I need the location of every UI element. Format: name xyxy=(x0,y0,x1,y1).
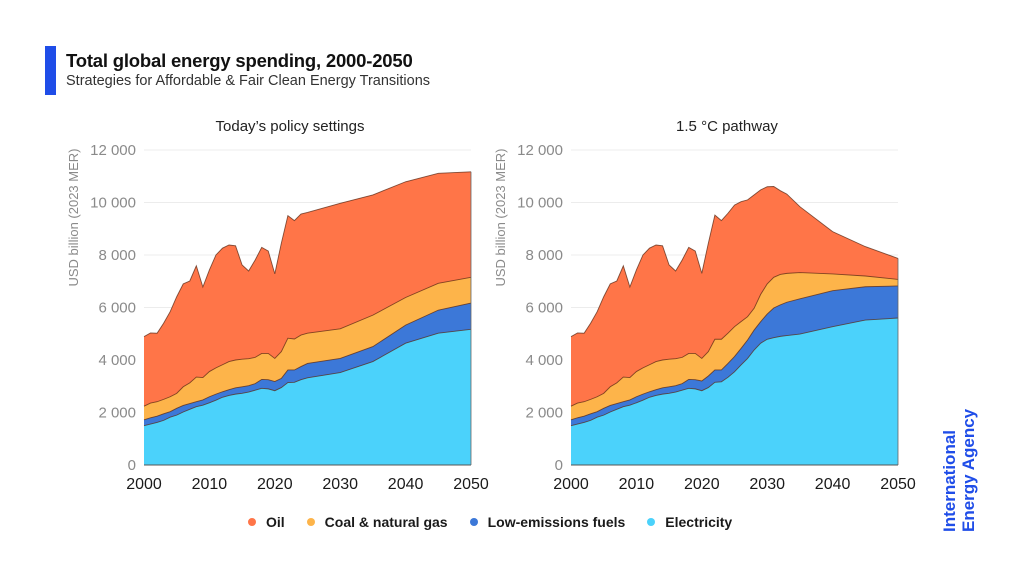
y-tick-label: 0 xyxy=(128,457,136,474)
legend: Oil Coal & natural gas Low-emissions fue… xyxy=(248,514,754,530)
y-tick-label: 6 000 xyxy=(98,300,136,317)
legend-swatch-coal-gas xyxy=(306,518,315,526)
y-tick-label: 0 xyxy=(555,457,563,474)
chart-title: Total global energy spending, 2000-2050 xyxy=(66,50,413,71)
x-tick-label: 2010 xyxy=(619,476,655,493)
y-tick-label: 2 000 xyxy=(525,405,563,422)
boundary-line-coal-natural-gas xyxy=(143,276,472,407)
x-tick-label: 2050 xyxy=(880,476,916,493)
area-electricity xyxy=(144,329,471,465)
boundary-line-oil xyxy=(143,171,472,338)
legend-swatch-electricity xyxy=(647,518,656,526)
boundary-line-electricity xyxy=(570,317,899,427)
y-tick-label: 10 000 xyxy=(517,195,563,212)
iea-logo: International Energy Agency xyxy=(940,392,984,532)
x-tick-label: 2030 xyxy=(749,476,785,493)
x-tick-label: 2010 xyxy=(192,476,228,493)
chart-subtitle: Strategies for Affordable & Fair Clean E… xyxy=(66,73,431,89)
legend-label: Oil xyxy=(266,514,285,530)
legend-label: Coal & natural gas xyxy=(324,514,448,530)
area-electricity xyxy=(571,318,898,465)
panel-title: 1.5 °C pathway xyxy=(676,118,778,135)
legend-label: Low-emissions fuels xyxy=(487,514,626,530)
legend-label: Electricity xyxy=(665,514,733,530)
y-axis-label: USD billion (2023 MER) xyxy=(493,149,508,287)
legend-item-oil: Oil xyxy=(248,514,285,530)
y-tick-label: 12 000 xyxy=(90,142,136,159)
x-tick-label: 2020 xyxy=(684,476,720,493)
x-tick-label: 2050 xyxy=(453,476,489,493)
y-tick-label: 8 000 xyxy=(525,247,563,264)
boundary-line-coal-natural-gas xyxy=(570,272,899,407)
x-tick-label: 2000 xyxy=(126,476,162,493)
y-tick-label: 10 000 xyxy=(90,195,136,212)
boundary-line-electricity xyxy=(143,328,472,427)
boundary-line-low-emissions-fuels xyxy=(143,302,472,421)
title-accent-bar xyxy=(45,46,56,95)
x-tick-label: 2030 xyxy=(322,476,358,493)
logo-line-1: International xyxy=(940,429,959,532)
legend-swatch-oil xyxy=(248,518,256,526)
panel-title: Today’s policy settings xyxy=(216,118,365,135)
y-axis-label: USD billion (2023 MER) xyxy=(66,149,81,287)
x-tick-label: 2020 xyxy=(257,476,293,493)
x-tick-label: 2000 xyxy=(553,476,589,493)
chart-panel-todays-policy: 0 2 000 4 000 6 000 8 000 10 000 12 000 2000 201… xyxy=(66,118,489,493)
legend-swatch-low-emissions xyxy=(469,518,478,526)
x-tick-label: 2040 xyxy=(388,476,424,493)
y-tick-label: 4 000 xyxy=(98,352,136,369)
y-tick-label: 8 000 xyxy=(98,247,136,264)
legend-item-low-emissions: Low-emissions fuels xyxy=(469,514,626,530)
boundary-line-low-emissions-fuels xyxy=(570,285,899,421)
y-tick-label: 6 000 xyxy=(525,300,563,317)
y-tick-label: 12 000 xyxy=(517,142,563,159)
chart-panel-1-5c-pathway: 0 2 000 4 000 6 000 8 000 10 000 12 000 2000 201… xyxy=(493,118,916,493)
x-tick-label: 2040 xyxy=(815,476,851,493)
legend-item-coal-gas: Coal & natural gas xyxy=(306,514,448,530)
y-tick-label: 4 000 xyxy=(525,352,563,369)
legend-item-electricity: Electricity xyxy=(647,514,732,530)
logo-line-2: Energy Agency xyxy=(959,408,978,532)
boundary-line-oil xyxy=(570,186,899,338)
y-tick-label: 2 000 xyxy=(98,405,136,422)
